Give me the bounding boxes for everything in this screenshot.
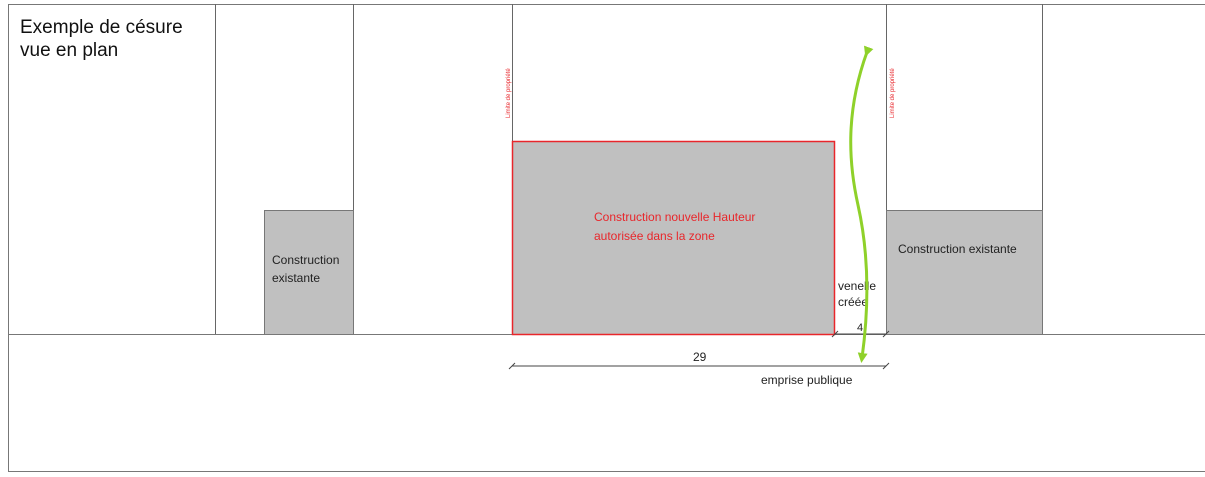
venelle-label-2: créée (838, 295, 868, 309)
venelle-label-1: venelle (838, 279, 876, 293)
existing-building-right (886, 210, 1043, 335)
new-building-label-1: Construction nouvelle Hauteur (594, 210, 755, 224)
dimension-tick (508, 362, 516, 370)
left-building-label-2: existante (272, 271, 320, 285)
existing-building-left (264, 210, 354, 335)
right-building-label: Construction existante (898, 242, 1017, 256)
title-line-1: Exemple de césure (20, 17, 183, 38)
dimension-value-4: 4 (857, 322, 863, 334)
public-space-label: emprise publique (761, 373, 853, 387)
title-line-2: vue en plan (20, 40, 119, 61)
dimension-tick (831, 330, 839, 338)
new-building (511, 140, 836, 336)
passage-double-arrow-icon (849, 45, 874, 363)
diagram-title: Exemple de césure vue en plan (20, 16, 183, 62)
dimension-tick (882, 330, 890, 338)
dimension-tick (882, 362, 890, 370)
new-building-label-2: autorisée dans la zone (594, 229, 715, 243)
property-limit-label-left: Limite de propriété (506, 68, 512, 118)
property-limit-label-right: Limite de propriété (890, 68, 896, 118)
left-building-label-1: Construction (272, 253, 339, 267)
dimension-value-29: 29 (693, 350, 707, 364)
